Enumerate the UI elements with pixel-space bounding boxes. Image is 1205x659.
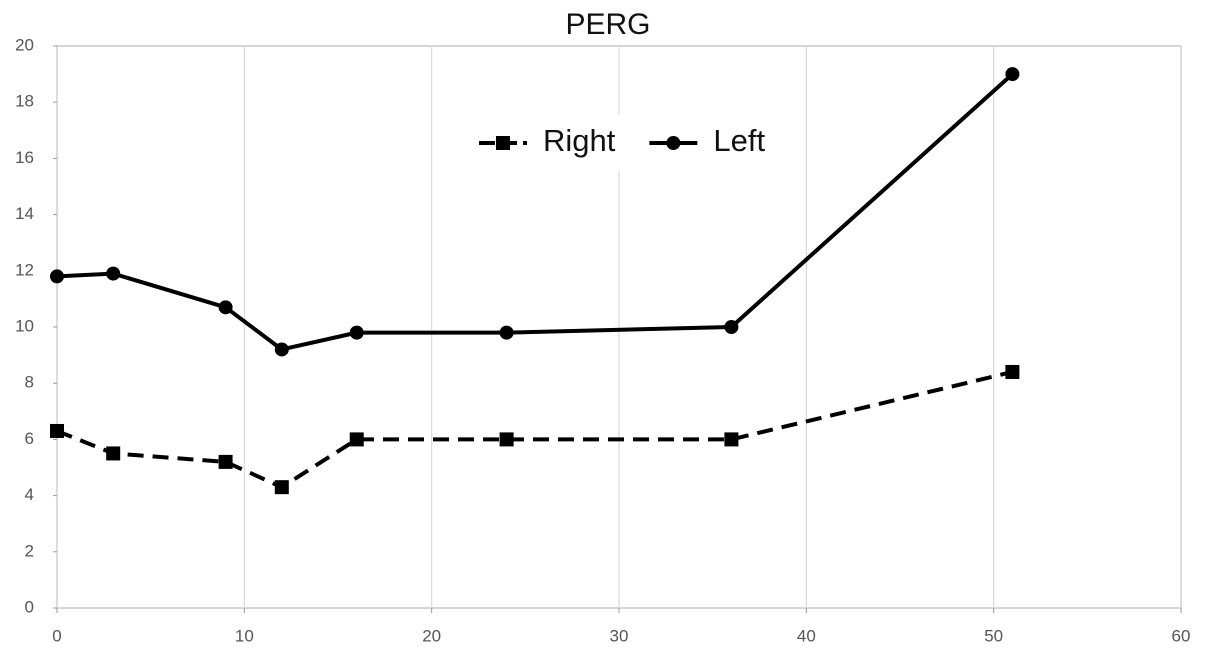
x-tick-label: 50 [984,626,1003,645]
data-point [274,342,289,357]
y-tick-label: 12 [15,260,34,279]
data-point [218,454,233,469]
x-tick-label: 60 [1172,626,1191,645]
data-point [50,269,64,284]
data-point [724,320,739,334]
y-tick-label: 20 [15,35,34,54]
data-point [274,480,289,495]
y-tick-label: 16 [15,148,34,167]
y-tick-label: 10 [15,316,34,335]
data-point [106,446,121,461]
series-line [56,370,1013,490]
legend-box [465,115,785,171]
y-tick-label: 8 [25,373,34,392]
y-tick-label: 14 [15,204,34,223]
y-tick-label: 2 [25,541,34,560]
series-line [56,72,1014,352]
data-point [349,325,364,340]
x-tick-label: 20 [422,626,441,645]
y-tick-label: 0 [25,597,34,616]
legend-label: Left [713,123,765,158]
y-tick-label: 4 [25,485,34,504]
legend-marker [666,136,681,150]
data-point [499,325,514,340]
data-point [50,423,64,438]
y-tick-label: 18 [15,92,34,111]
data-point [499,432,514,447]
x-tick-label: 10 [235,626,254,645]
y-tick-label: 6 [25,429,34,448]
data-point [349,432,364,447]
data-point [1005,67,1020,82]
data-point [1005,364,1020,379]
x-tick-label: 0 [52,626,61,645]
chart-title: PERG [565,8,650,41]
data-point [218,300,233,315]
x-tick-label: 30 [610,626,629,645]
data-point [724,432,739,447]
legend-label: Right [543,123,616,158]
x-tick-label: 40 [797,626,816,645]
legend-marker [496,136,510,150]
data-point [106,266,121,281]
